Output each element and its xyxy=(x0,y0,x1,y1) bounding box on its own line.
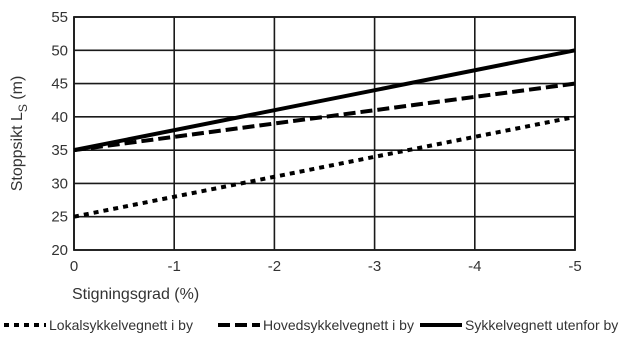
x-tick-label: 0 xyxy=(70,258,78,275)
y-tick-label: 45 xyxy=(51,76,68,93)
legend-label-2: Sykkelvegnett utenfor by xyxy=(465,317,618,333)
legend: Lokalsykkelvegnett i by Hovedsykkelvegnet… xyxy=(4,317,618,333)
plot-frame xyxy=(73,16,576,251)
y-axis-label-unit: (m) xyxy=(9,76,26,104)
legend-label-1: Hovedsykkelvegnett i by xyxy=(263,317,414,333)
x-tick-label: -1 xyxy=(168,258,181,275)
x-tick-label: -2 xyxy=(268,258,281,275)
x-tick-label: -5 xyxy=(568,258,581,275)
grid xyxy=(73,16,576,251)
y-axis-label: Stoppsikt LS (m) xyxy=(9,76,30,192)
y-tick-label: 35 xyxy=(51,142,68,159)
x-tick-label: -4 xyxy=(468,258,481,275)
series-line-2 xyxy=(73,48,576,153)
y-axis-label-main: Stoppsikt L xyxy=(9,112,26,191)
series-lines xyxy=(73,48,576,219)
x-tick-label: -3 xyxy=(368,258,381,275)
y-tick-label: 25 xyxy=(51,209,68,226)
legend-label-0: Lokalsykkelvegnett i by xyxy=(49,317,193,333)
tick-labels: 20 25 30 35 40 45 50 55 0 -1 -2 -3 -4 -5 xyxy=(51,9,581,275)
y-tick-label: 20 xyxy=(51,242,68,259)
y-tick-label: 55 xyxy=(51,9,68,26)
y-axis-label-subscript: S xyxy=(16,104,30,112)
y-tick-label: 40 xyxy=(51,109,68,126)
x-axis-label: Stigningsgrad (%) xyxy=(72,286,199,303)
y-tick-label: 50 xyxy=(51,42,68,59)
y-tick-label: 30 xyxy=(51,175,68,192)
series-line-0 xyxy=(73,114,576,219)
